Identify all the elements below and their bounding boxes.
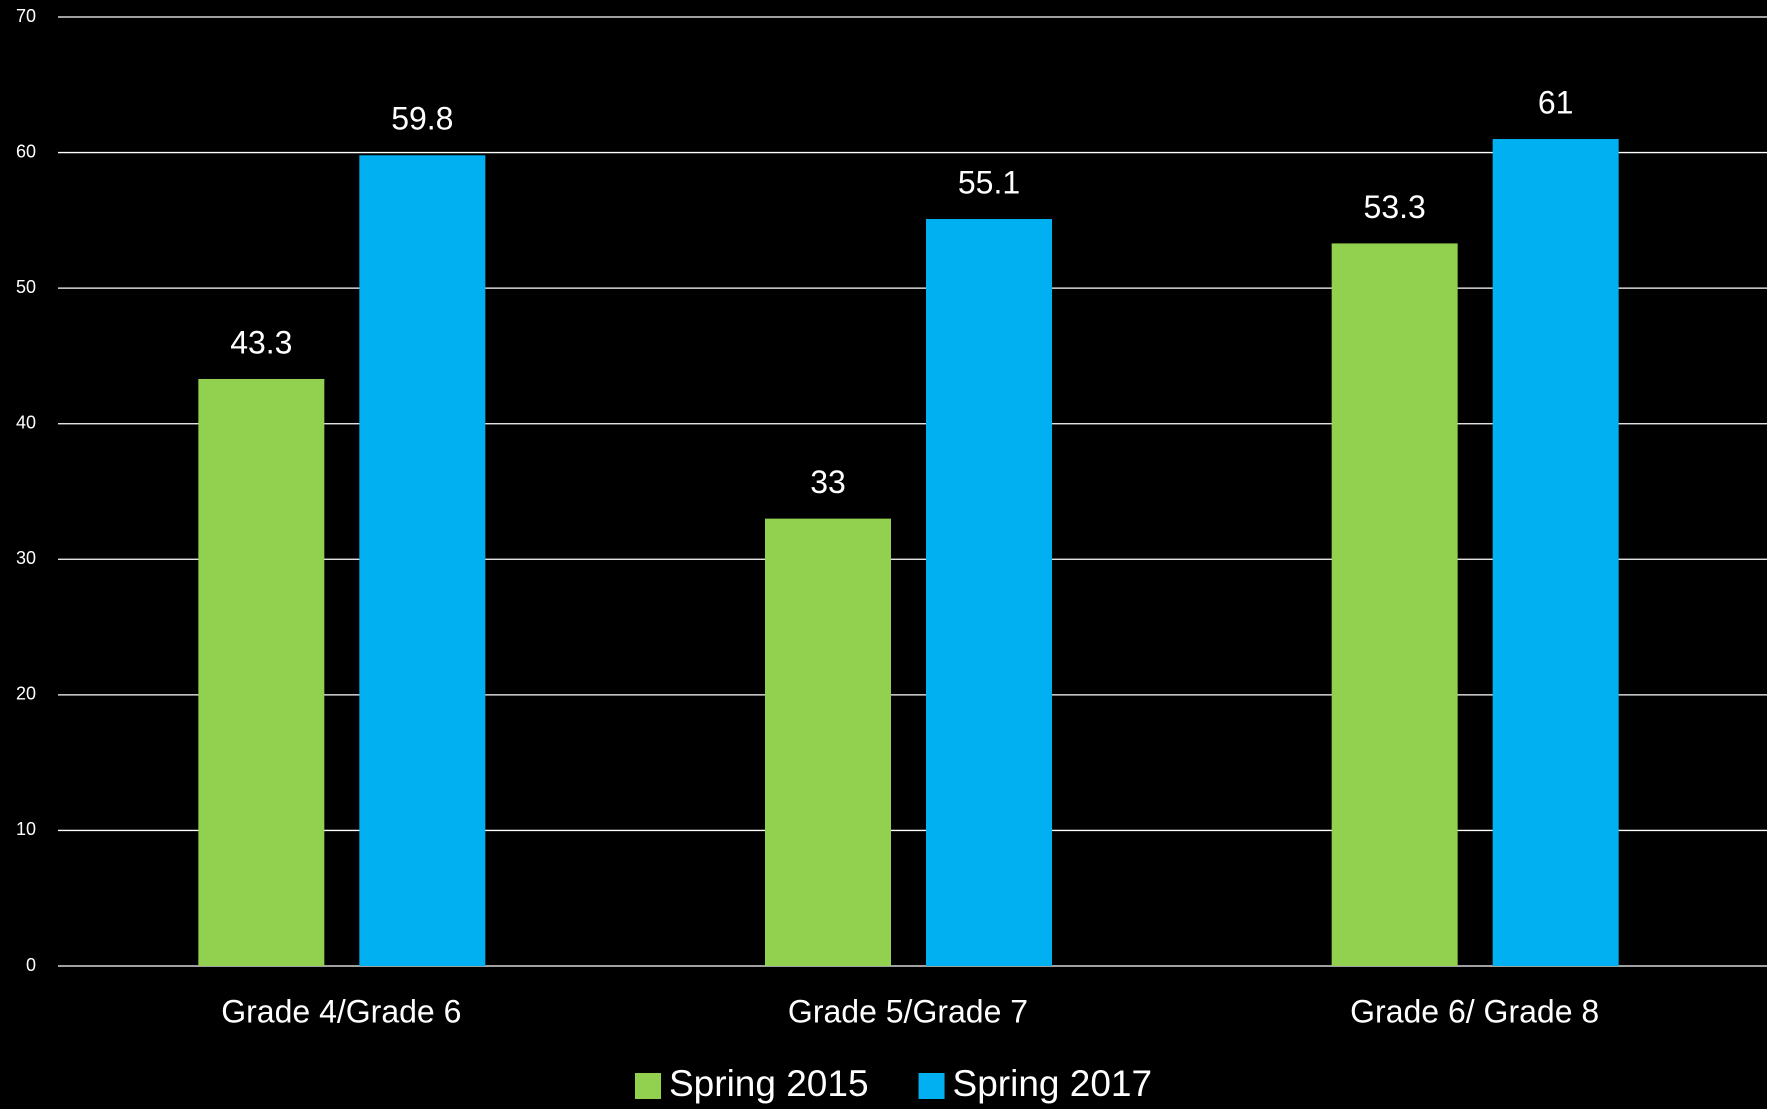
x-tick-label: Grade 5/Grade 7 xyxy=(788,993,1028,1029)
bar xyxy=(1331,243,1458,966)
y-tick-label: 60 xyxy=(16,141,36,161)
bar xyxy=(359,155,486,967)
legend-swatch xyxy=(635,1073,661,1099)
bar xyxy=(926,219,1052,966)
y-tick-label: 50 xyxy=(16,277,36,297)
value-label: 33 xyxy=(810,464,846,500)
y-tick-label: 20 xyxy=(16,684,36,704)
value-label: 59.8 xyxy=(391,101,453,137)
y-tick-label: 70 xyxy=(16,6,36,26)
bar xyxy=(198,378,325,966)
bar xyxy=(765,518,891,966)
y-tick-label: 40 xyxy=(16,412,36,432)
y-tick-label: 30 xyxy=(16,548,36,568)
value-label: 53.3 xyxy=(1364,189,1426,225)
bar xyxy=(1492,139,1619,966)
y-tick-label: 0 xyxy=(26,955,36,975)
value-label: 55.1 xyxy=(958,164,1020,200)
value-label: 43.3 xyxy=(230,324,292,360)
value-label: 61 xyxy=(1538,84,1574,120)
x-tick-label: Grade 4/Grade 6 xyxy=(221,993,461,1029)
y-tick-label: 10 xyxy=(16,819,36,839)
legend-swatch xyxy=(918,1073,945,1099)
legend-label: Spring 2017 xyxy=(953,1063,1153,1104)
legend-label: Spring 2015 xyxy=(669,1063,869,1104)
x-tick-label: Grade 6/ Grade 8 xyxy=(1350,993,1599,1029)
